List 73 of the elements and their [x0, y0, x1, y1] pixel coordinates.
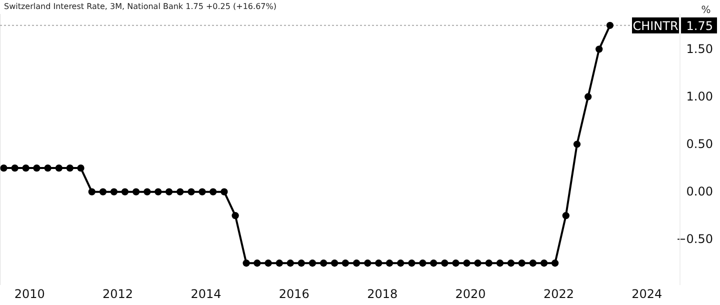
- point: [220, 188, 228, 196]
- point: [176, 188, 184, 196]
- point: [331, 260, 338, 267]
- point: [419, 260, 426, 267]
- point: [584, 93, 592, 100]
- point: [165, 188, 173, 196]
- point: [232, 212, 239, 220]
- x-tick-label: 2016: [278, 287, 310, 301]
- y-tick-label: 0.50: [686, 137, 713, 152]
- point: [44, 164, 52, 172]
- point: [364, 260, 372, 267]
- point: [352, 260, 360, 267]
- point: [298, 260, 305, 267]
- y-tick-label: −0.50: [676, 232, 713, 246]
- point: [474, 260, 482, 267]
- x-tick-label: 2010: [14, 287, 45, 301]
- point: [99, 188, 107, 196]
- point: [22, 164, 30, 172]
- point: [33, 164, 40, 172]
- point: [397, 260, 404, 267]
- point: [596, 46, 603, 53]
- chart-title: Switzerland Interest Rate, 3M, National Bank 1.75 +0.25 (+16.67%): [4, 2, 276, 11]
- point: [507, 260, 515, 267]
- point: [496, 260, 504, 267]
- x-tick-label: 2012: [102, 287, 133, 301]
- point: [308, 260, 316, 267]
- x-tick-label: 2014: [190, 287, 222, 301]
- y-axis-title: %: [701, 5, 711, 16]
- point: [110, 188, 118, 196]
- point: [144, 188, 151, 196]
- point: [441, 260, 448, 267]
- point: [452, 260, 460, 267]
- point: [254, 260, 261, 267]
- point: [408, 260, 416, 267]
- point: [573, 140, 581, 148]
- point: [77, 164, 84, 172]
- point: [88, 188, 96, 196]
- point: [386, 260, 394, 267]
- ref-line-label: CHINTR: [632, 18, 678, 33]
- point: [242, 260, 250, 267]
- y-tick-label: 1.00: [686, 90, 713, 104]
- point: [264, 260, 272, 267]
- point: [430, 260, 438, 267]
- point: [342, 260, 349, 267]
- point: [551, 260, 559, 267]
- y-tick-label: 0.00: [686, 184, 713, 199]
- point: [375, 260, 382, 267]
- point: [210, 188, 217, 196]
- point: [320, 260, 328, 267]
- x-tick-label: 2018: [367, 287, 398, 301]
- point: [540, 260, 548, 267]
- point: [66, 164, 74, 172]
- x-tick-label: 2024: [632, 287, 662, 301]
- point: [286, 260, 294, 267]
- point: [562, 212, 570, 220]
- y-tick-label: 1.50: [686, 42, 713, 56]
- point: [55, 164, 62, 172]
- x-tick-label: 2022: [544, 287, 574, 301]
- point: [121, 188, 129, 196]
- text: 1.75: [686, 18, 713, 33]
- point: [11, 164, 18, 172]
- point: [188, 188, 195, 196]
- point: [276, 260, 283, 267]
- x-tick-label: 2020: [455, 287, 486, 301]
- point: [198, 188, 206, 196]
- point: [463, 260, 470, 267]
- point: [606, 22, 614, 29]
- point: [485, 260, 492, 267]
- point: [154, 188, 162, 196]
- point: [518, 260, 526, 267]
- point: [529, 260, 537, 267]
- point: [132, 188, 140, 196]
- point: [0, 164, 8, 172]
